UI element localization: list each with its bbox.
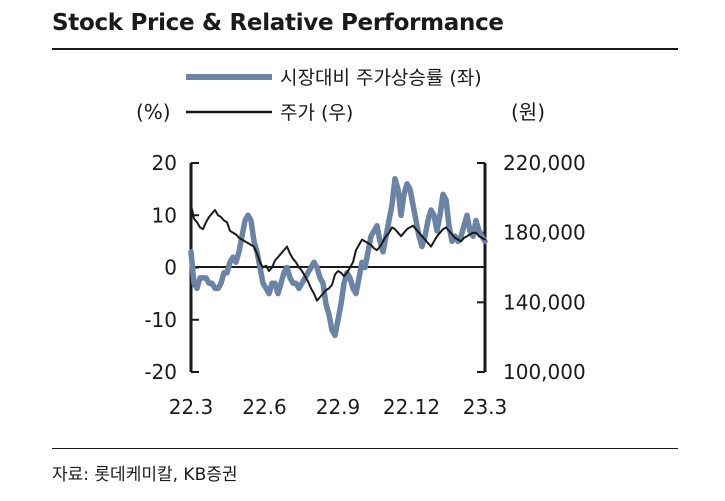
x-tick-label: 22.6 — [242, 395, 287, 419]
y-left-tick-label: -10 — [144, 308, 177, 332]
y-right-unit: (원) — [511, 100, 545, 124]
y-right-tick-label: 140,000 — [503, 290, 586, 314]
y-left-tick-label: 0 — [164, 256, 177, 280]
footer-rule — [52, 448, 678, 449]
legend-label-relative: 시장대비 주가상승률 (좌) — [280, 67, 482, 89]
x-tick-label: 22.3 — [169, 395, 214, 419]
series-line-price — [190, 203, 486, 302]
y-right-tick-label: 180,000 — [503, 221, 586, 245]
x-tick-label: 22.12 — [383, 395, 440, 419]
series-line-relative — [188, 175, 488, 339]
source-note: 자료: 롯데케미칼, KB증권 — [52, 465, 238, 485]
chart-title: Stock Price & Relative Performance — [52, 10, 504, 36]
y-left-tick-label: -20 — [144, 360, 177, 384]
y-left-tick-label: 20 — [152, 151, 177, 175]
y-left-unit: (%) — [136, 100, 171, 124]
y-right-tick-label: 220,000 — [503, 151, 586, 175]
y-left-tick-label: 10 — [152, 203, 177, 227]
y-right-tick-label: 100,000 — [503, 360, 586, 384]
x-tick-label: 23.3 — [463, 395, 508, 419]
x-tick-label: 22.9 — [316, 395, 361, 419]
legend-label-price: 주가 (우) — [280, 102, 353, 124]
title-rule — [52, 48, 678, 50]
